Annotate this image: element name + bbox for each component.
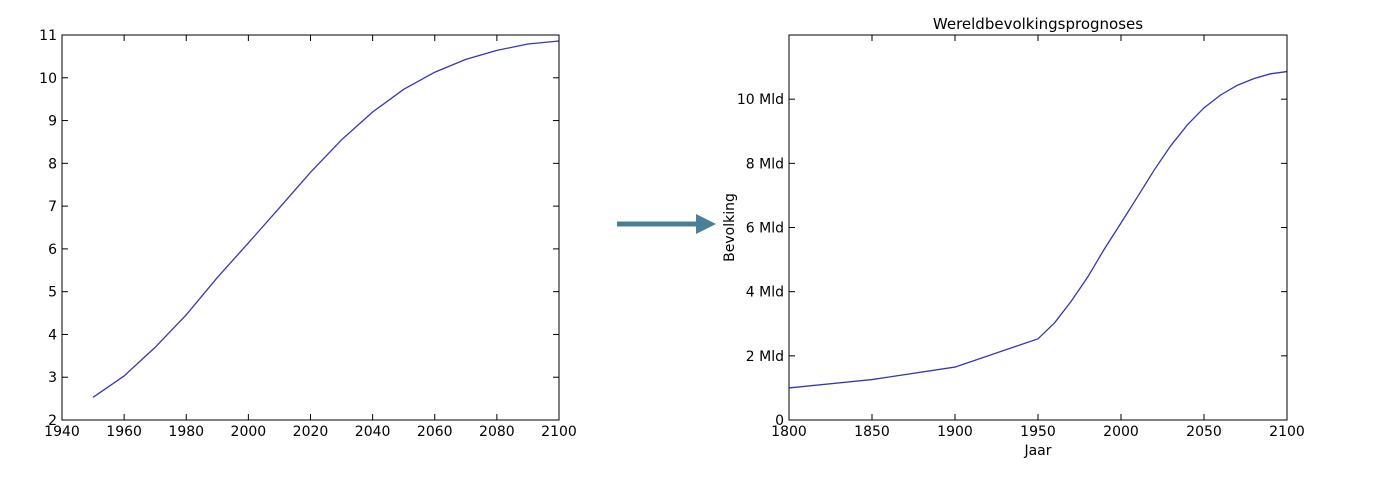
x-tick-label: 1800 bbox=[771, 424, 807, 440]
x-tick-label: 1980 bbox=[168, 424, 204, 440]
plot-frame bbox=[788, 34, 1288, 421]
y-tick-label: 6 Mld bbox=[746, 221, 784, 237]
y-tick-label: 9 bbox=[48, 114, 57, 130]
y-tick-label: 8 bbox=[48, 156, 57, 172]
x-tick-label: 2100 bbox=[1269, 424, 1305, 440]
x-tick-label: 1960 bbox=[106, 424, 142, 440]
x-tick-label: 1950 bbox=[1020, 424, 1056, 440]
x-tick-label: 2040 bbox=[355, 424, 391, 440]
y-tick-label: 7 bbox=[48, 199, 57, 215]
x-tick-label: 2100 bbox=[541, 424, 577, 440]
x-tick-label: 2000 bbox=[1103, 424, 1139, 440]
x-tick-label: 2050 bbox=[1186, 424, 1222, 440]
x-tick-label: 2080 bbox=[479, 424, 515, 440]
chart-title: Wereldbevolkingsprognoses bbox=[933, 15, 1143, 33]
y-tick-label: 2 Mld bbox=[746, 349, 784, 365]
y-axis-label: Bevolking bbox=[722, 193, 738, 262]
arrow bbox=[617, 214, 716, 234]
y-tick-label: 2 bbox=[48, 413, 57, 429]
x-tick-label: 2000 bbox=[231, 424, 267, 440]
y-tick-label: 11 bbox=[39, 28, 57, 44]
x-tick-label: 1850 bbox=[854, 424, 890, 440]
x-axis-label: Jaar bbox=[1023, 443, 1051, 459]
x-tick-label: 1940 bbox=[44, 424, 80, 440]
x-tick-label: 1900 bbox=[937, 424, 973, 440]
y-tick-label: 10 bbox=[39, 71, 57, 87]
x-tick-label: 2020 bbox=[293, 424, 329, 440]
plot-frame bbox=[61, 34, 560, 421]
line bbox=[92, 40, 560, 398]
y-tick-label: 4 bbox=[48, 327, 57, 343]
y-tick-label: 10 Mld bbox=[737, 92, 784, 108]
y-tick-label: 4 Mld bbox=[746, 285, 784, 301]
y-tick-label: 6 bbox=[48, 242, 57, 258]
y-tick-label: 5 bbox=[48, 285, 57, 301]
x-tick-label: 2060 bbox=[417, 424, 453, 440]
y-tick-label: 8 Mld bbox=[746, 156, 784, 172]
y-tick-label: 0 bbox=[775, 413, 784, 429]
line bbox=[788, 70, 1288, 389]
y-tick-label: 3 bbox=[48, 370, 57, 386]
